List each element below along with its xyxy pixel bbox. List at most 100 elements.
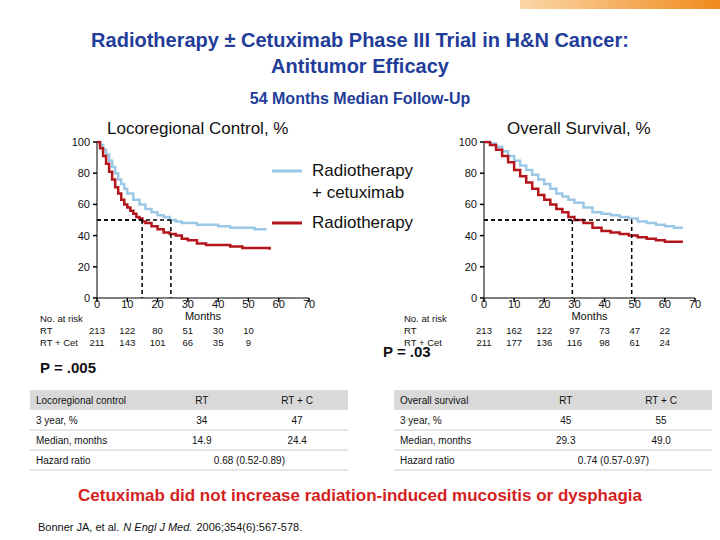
at-risk-value: 22 bbox=[660, 325, 671, 336]
x-tick-label: 60 bbox=[273, 298, 285, 310]
y-tick bbox=[93, 235, 97, 237]
median-h-line bbox=[484, 219, 572, 221]
y-tick-label: 0 bbox=[84, 292, 90, 304]
table-rule bbox=[30, 470, 348, 471]
y-tick-label: 80 bbox=[465, 167, 477, 179]
subtitle: 54 Months Median Follow-Up bbox=[250, 90, 471, 107]
plot-area bbox=[97, 142, 270, 298]
decor-bar bbox=[520, 0, 720, 9]
table-cell: 3 year, % bbox=[400, 415, 442, 426]
legend-swatch bbox=[272, 222, 302, 225]
chart-title: Overall Survival, % bbox=[507, 119, 651, 138]
table-cell: 49.0 bbox=[651, 435, 671, 446]
km-curve bbox=[97, 142, 270, 250]
table-cell: 34 bbox=[196, 415, 208, 426]
at-risk-value: 116 bbox=[567, 337, 582, 348]
table-cell: 3 year, % bbox=[36, 415, 78, 426]
x-label: Months bbox=[571, 310, 608, 322]
x-tick-label: 50 bbox=[242, 298, 254, 310]
y-tick bbox=[480, 266, 484, 268]
at-risk-value: 122 bbox=[536, 325, 552, 336]
x-label: Months bbox=[185, 310, 222, 322]
at-risk-value: 30 bbox=[213, 325, 224, 336]
table-cell: 45 bbox=[560, 415, 572, 426]
table-cell: 0.68 (0.52-0.89) bbox=[214, 455, 285, 466]
table-cell: 14.9 bbox=[192, 435, 212, 446]
x-tick-label: 20 bbox=[538, 298, 550, 310]
at-risk-value: 66 bbox=[183, 337, 194, 348]
at-risk-value: 73 bbox=[599, 325, 610, 336]
at-risk-value: 213 bbox=[89, 325, 105, 336]
table-header-bg bbox=[394, 390, 712, 410]
x-tick-label: 0 bbox=[481, 298, 487, 310]
at-risk-title: No. at risk bbox=[40, 313, 83, 324]
y-tick-label: 40 bbox=[465, 230, 477, 242]
at-risk-value: 10 bbox=[243, 325, 254, 336]
table-rule bbox=[394, 470, 712, 471]
citation: 2006;354(6):567-578. bbox=[196, 521, 302, 533]
x-tick-label: 30 bbox=[182, 298, 194, 310]
table-cell: Median, months bbox=[400, 435, 471, 446]
table-cell: Hazard ratio bbox=[400, 455, 455, 466]
table-cell: 24.4 bbox=[287, 435, 307, 446]
chart: Locoregional Control, %02040608010001020… bbox=[30, 119, 348, 470]
at-risk-value: 162 bbox=[506, 325, 522, 336]
y-tick bbox=[480, 141, 484, 143]
at-risk-value: 101 bbox=[150, 337, 166, 348]
table-rule bbox=[30, 430, 348, 431]
x-tick-label: 0 bbox=[94, 298, 100, 310]
y-tick-label: 20 bbox=[78, 261, 90, 273]
at-risk-value: 61 bbox=[629, 337, 640, 348]
at-risk-label: RT + Cet bbox=[40, 337, 78, 348]
x-tick-label: 10 bbox=[121, 298, 133, 310]
median-v-line bbox=[170, 220, 172, 298]
x-tick-label: 50 bbox=[629, 298, 641, 310]
median-v-line bbox=[631, 220, 633, 298]
at-risk-value: 211 bbox=[476, 337, 491, 348]
legend-entry: Radiotherapy bbox=[312, 212, 418, 234]
table-cell: 0.74 (0.57-0.97) bbox=[578, 455, 649, 466]
y-tick bbox=[480, 204, 484, 206]
y-tick bbox=[93, 172, 97, 174]
at-risk-value: 9 bbox=[246, 337, 251, 348]
citation: Bonner JA, et al. bbox=[38, 521, 119, 533]
km-curve bbox=[484, 142, 683, 242]
km-curve bbox=[97, 142, 267, 229]
chart-title: Locoregional Control, % bbox=[107, 119, 288, 138]
y-tick bbox=[93, 266, 97, 268]
at-risk-value: 143 bbox=[119, 337, 135, 348]
table-rule bbox=[394, 430, 712, 431]
x-tick-label: 30 bbox=[568, 298, 580, 310]
x-tick-label: 70 bbox=[689, 298, 701, 310]
at-risk-value: 98 bbox=[599, 337, 610, 348]
legend-entry: Radiotherapy + cetuximab bbox=[312, 160, 418, 204]
legend-swatch bbox=[272, 170, 302, 173]
table-cell: Median, months bbox=[36, 435, 107, 446]
median-v-line bbox=[141, 220, 143, 298]
x-tick-label: 60 bbox=[659, 298, 671, 310]
table-cell: Hazard ratio bbox=[36, 455, 91, 466]
title: Antitumor Efficacy bbox=[271, 55, 450, 77]
at-risk-label: RT bbox=[40, 325, 53, 336]
plot-area bbox=[484, 142, 683, 298]
at-risk-value: 136 bbox=[536, 337, 552, 348]
legend: Radiotherapy + cetuximab Radiotherapy bbox=[312, 160, 418, 242]
table-header-bg bbox=[30, 390, 348, 410]
table-rule bbox=[30, 450, 348, 451]
median-h-line bbox=[484, 219, 632, 221]
at-risk-value: 24 bbox=[660, 337, 671, 348]
y-tick-label: 40 bbox=[78, 230, 90, 242]
at-risk-label: RT bbox=[404, 325, 417, 336]
table-header: Locoregional control bbox=[36, 395, 126, 406]
chart: Overall Survival, %020406080100010203040… bbox=[383, 119, 712, 470]
citation: N Engl J Med. bbox=[123, 521, 192, 533]
at-risk-value: 47 bbox=[629, 325, 640, 336]
at-risk-value: 213 bbox=[476, 325, 492, 336]
table-header: RT + C bbox=[645, 395, 677, 406]
median-h-line bbox=[97, 219, 171, 221]
title: Radiotherapy ± Cetuximab Phase III Trial… bbox=[91, 29, 629, 51]
x-tick-label: 70 bbox=[303, 298, 315, 310]
median-h-line bbox=[97, 219, 142, 221]
at-risk-value: 177 bbox=[506, 337, 522, 348]
at-risk-value: 51 bbox=[183, 325, 194, 336]
